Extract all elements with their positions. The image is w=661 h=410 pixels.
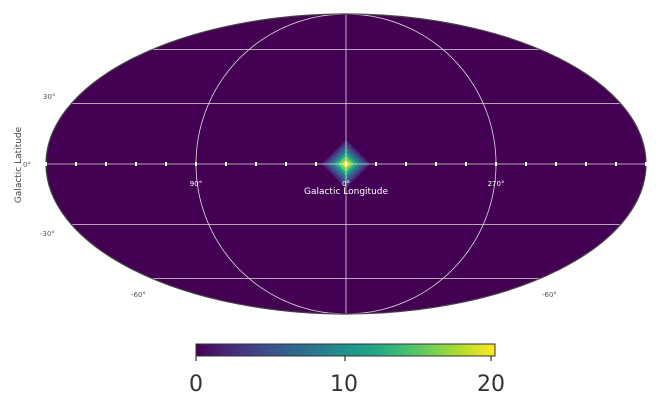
lat-tick-label-30: 30°: [43, 93, 55, 101]
lat-tick-label-minus60-left: -60°: [131, 291, 146, 299]
x-axis-label: Galactic Longitude: [304, 187, 389, 197]
equator-tick: [285, 162, 287, 166]
equator-tick: [375, 162, 377, 166]
lon-tick-label-90: 90°: [190, 180, 202, 188]
colorbar-tick-label-20: 20: [477, 372, 505, 397]
lat-tick-label-minus30: -30°: [40, 230, 55, 238]
equator-tick: [465, 162, 467, 166]
colorbar: [195, 343, 496, 357]
equator-tick: [195, 162, 197, 166]
equator-tick: [495, 162, 497, 166]
equator-tick: [345, 162, 347, 166]
colorbar-tick-label-10: 10: [330, 372, 358, 397]
equator-tick: [405, 162, 407, 166]
lat-tick-label-0: 0°: [23, 161, 31, 169]
equator-tick: [615, 162, 617, 166]
equator-tick: [645, 162, 647, 166]
equator-ticks: [45, 162, 647, 166]
equator-tick: [105, 162, 107, 166]
equator-tick: [555, 162, 557, 166]
equator-tick: [585, 162, 587, 166]
equator-tick: [225, 162, 227, 166]
equator-tick: [435, 162, 437, 166]
equator-tick: [75, 162, 77, 166]
equator-tick: [45, 162, 47, 166]
equator-tick: [315, 162, 317, 166]
equator-tick: [135, 162, 137, 166]
lon-tick-label-270: 270°: [488, 180, 505, 188]
equator-tick: [525, 162, 527, 166]
equator-tick: [165, 162, 167, 166]
lon-tick-label-0: 0°: [342, 180, 350, 188]
colorbar-tick-label-0: 0: [189, 372, 203, 397]
equator-tick: [255, 162, 257, 166]
lat-tick-label-minus60-right: -60°: [542, 291, 557, 299]
y-axis-label: Galactic Latitude: [14, 126, 24, 203]
